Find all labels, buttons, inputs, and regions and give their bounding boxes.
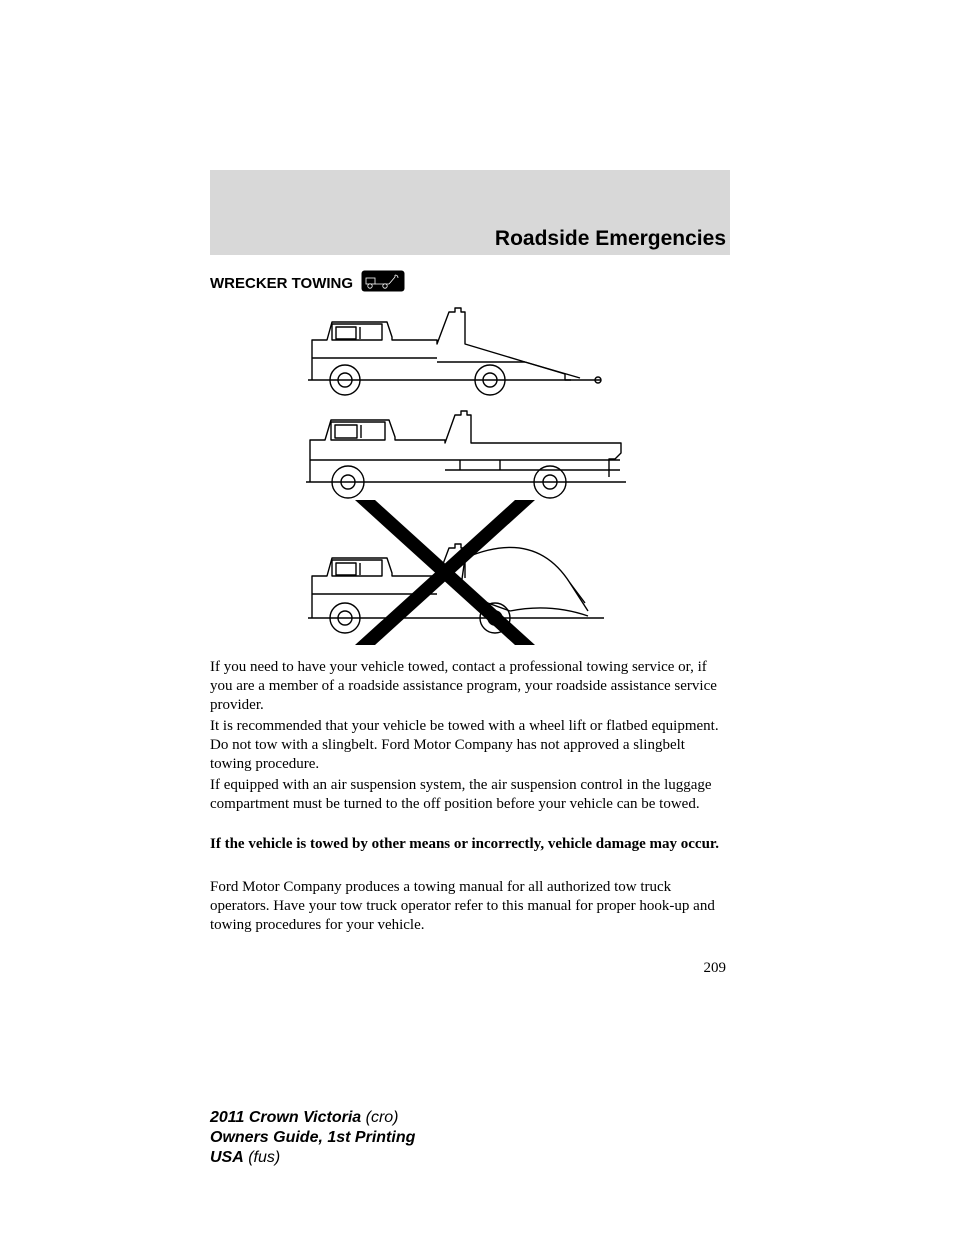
truck-wheel-lift (300, 300, 610, 400)
paragraph-2: It is recommended that your vehicle be t… (210, 717, 730, 773)
tow-truck-icon (361, 270, 405, 297)
section-heading: WRECKER TOWING (210, 275, 353, 292)
footer-region: USA (210, 1149, 244, 1166)
footer-model: 2011 Crown Victoria (210, 1109, 361, 1126)
paragraph-3: If equipped with an air suspension syste… (210, 776, 730, 814)
truck-sling-crossed (300, 500, 610, 645)
footer-block: 2011 Crown Victoria (cro) Owners Guide, … (210, 1108, 415, 1168)
footer-line-1: 2011 Crown Victoria (cro) (210, 1108, 415, 1128)
page-number: 209 (704, 960, 727, 977)
footer-line-2: Owners Guide, 1st Printing (210, 1128, 415, 1148)
towing-diagram (300, 300, 630, 645)
paragraph-5: Ford Motor Company produces a towing man… (210, 878, 730, 934)
footer-region-code: (fus) (244, 1149, 280, 1166)
paragraph-4-bold: If the vehicle is towed by other means o… (210, 835, 730, 854)
truck-flatbed (300, 400, 630, 500)
section-row: WRECKER TOWING (210, 270, 405, 297)
paragraph-1: If you need to have your vehicle towed, … (210, 658, 730, 714)
footer-line-3: USA (fus) (210, 1148, 415, 1168)
footer-model-code: (cro) (361, 1109, 398, 1126)
chapter-title: Roadside Emergencies (495, 227, 726, 251)
